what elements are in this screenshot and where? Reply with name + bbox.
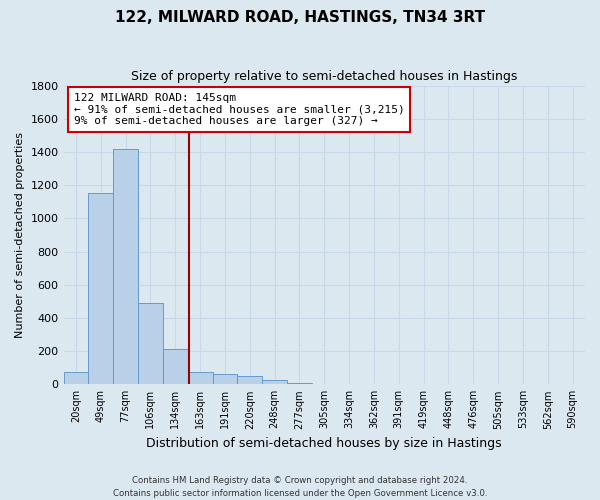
Text: Contains HM Land Registry data © Crown copyright and database right 2024.
Contai: Contains HM Land Registry data © Crown c…	[113, 476, 487, 498]
Bar	[238, 376, 262, 384]
Text: 122 MILWARD ROAD: 145sqm
← 91% of semi-detached houses are smaller (3,215)
9% of: 122 MILWARD ROAD: 145sqm ← 91% of semi-d…	[74, 93, 405, 126]
Bar	[287, 382, 312, 384]
Y-axis label: Number of semi-detached properties: Number of semi-detached properties	[15, 132, 25, 338]
X-axis label: Distribution of semi-detached houses by size in Hastings: Distribution of semi-detached houses by …	[146, 437, 502, 450]
Bar	[138, 303, 163, 384]
Bar	[64, 372, 88, 384]
Bar	[212, 374, 238, 384]
Bar	[262, 380, 287, 384]
Text: 122, MILWARD ROAD, HASTINGS, TN34 3RT: 122, MILWARD ROAD, HASTINGS, TN34 3RT	[115, 10, 485, 25]
Title: Size of property relative to semi-detached houses in Hastings: Size of property relative to semi-detach…	[131, 70, 517, 83]
Bar	[88, 194, 113, 384]
Bar	[113, 148, 138, 384]
Bar	[188, 372, 212, 384]
Bar	[163, 348, 188, 384]
